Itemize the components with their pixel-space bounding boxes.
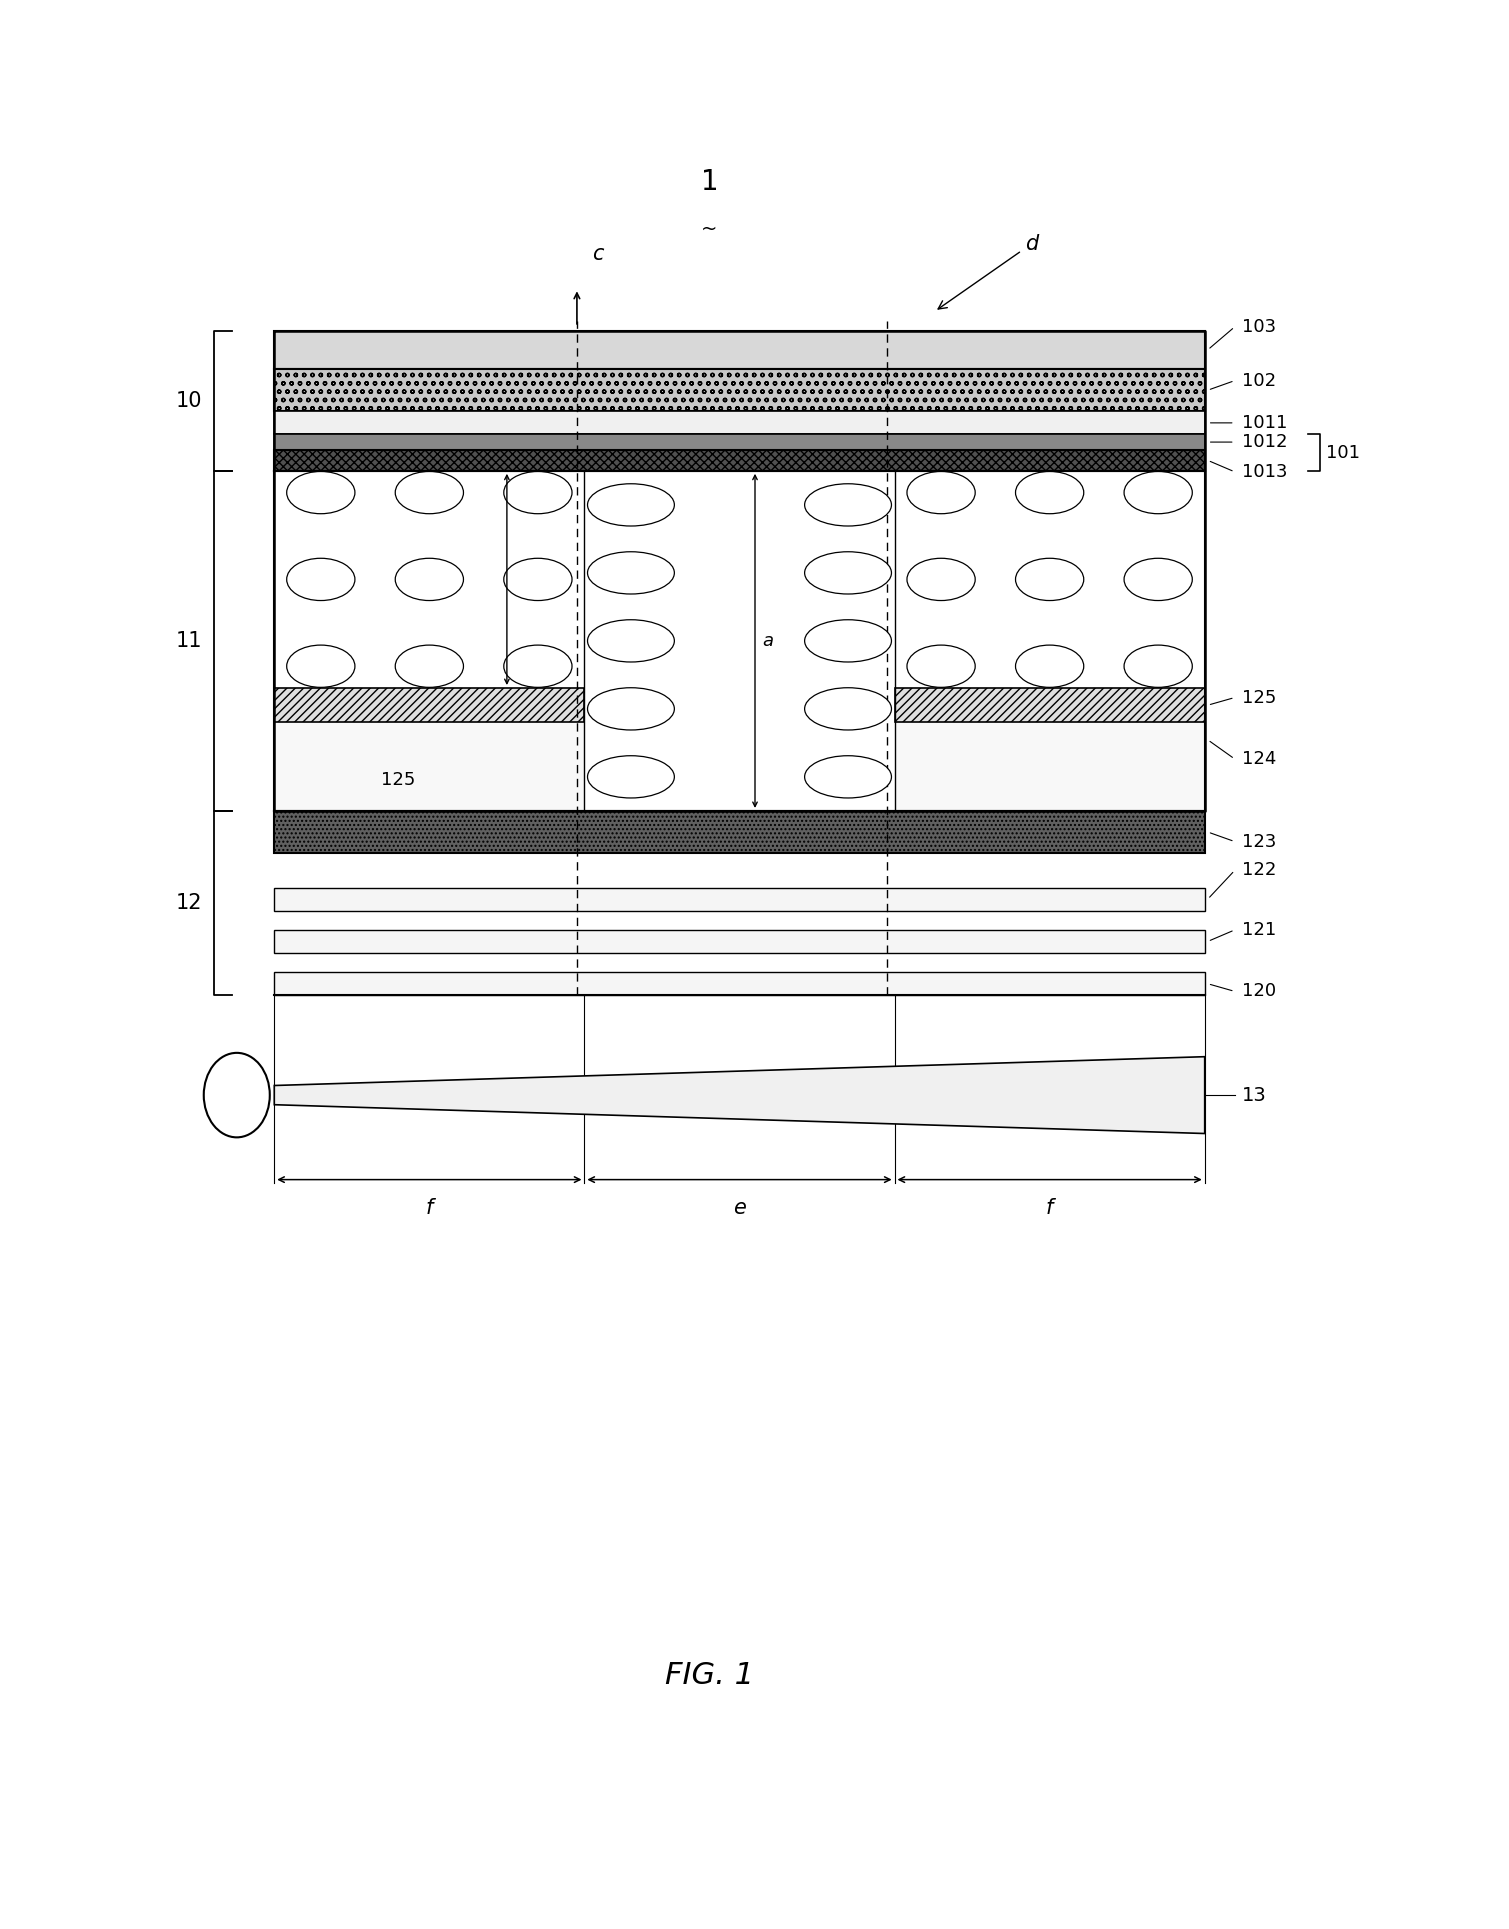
- Text: 11: 11: [175, 631, 202, 650]
- Bar: [275, 887, 1204, 910]
- Ellipse shape: [395, 644, 463, 687]
- Ellipse shape: [587, 552, 675, 594]
- Bar: [275, 368, 1204, 411]
- Bar: [895, 723, 1204, 810]
- Text: b: b: [515, 571, 525, 588]
- Ellipse shape: [907, 644, 975, 687]
- Ellipse shape: [1124, 644, 1192, 687]
- Text: 102: 102: [1242, 372, 1277, 390]
- Bar: [275, 723, 584, 810]
- Ellipse shape: [504, 471, 572, 513]
- Bar: [275, 434, 1204, 449]
- Text: c: c: [592, 243, 604, 264]
- Ellipse shape: [804, 689, 892, 729]
- Text: 125: 125: [1242, 689, 1277, 706]
- Ellipse shape: [587, 484, 675, 527]
- Ellipse shape: [587, 619, 675, 662]
- Text: 1011: 1011: [1242, 415, 1287, 432]
- Ellipse shape: [1016, 471, 1083, 513]
- Text: ~: ~: [702, 220, 718, 239]
- Ellipse shape: [1016, 644, 1083, 687]
- Circle shape: [204, 1053, 270, 1138]
- Text: a: a: [762, 633, 774, 650]
- Ellipse shape: [1124, 557, 1192, 600]
- Bar: [275, 930, 1204, 953]
- Ellipse shape: [587, 756, 675, 799]
- Text: 121: 121: [1242, 920, 1277, 939]
- Ellipse shape: [907, 471, 975, 513]
- Ellipse shape: [1124, 471, 1192, 513]
- Ellipse shape: [804, 756, 892, 799]
- Text: 12: 12: [175, 893, 202, 912]
- Text: f: f: [1046, 1198, 1053, 1219]
- Text: 1013: 1013: [1242, 463, 1287, 480]
- Text: 124: 124: [1242, 750, 1277, 768]
- Text: 10: 10: [175, 392, 202, 411]
- Text: FIG. 1: FIG. 1: [665, 1661, 754, 1690]
- Ellipse shape: [1016, 557, 1083, 600]
- Text: 101: 101: [1326, 444, 1360, 461]
- Bar: [275, 972, 1204, 995]
- Ellipse shape: [287, 557, 355, 600]
- Ellipse shape: [504, 557, 572, 600]
- Text: 13: 13: [1242, 1086, 1268, 1105]
- Bar: [275, 810, 1204, 853]
- Text: 122: 122: [1242, 862, 1277, 880]
- Bar: [275, 411, 1204, 434]
- Text: 103: 103: [1242, 318, 1277, 336]
- Ellipse shape: [395, 557, 463, 600]
- Ellipse shape: [287, 644, 355, 687]
- Bar: [275, 689, 584, 723]
- Bar: [275, 471, 1204, 810]
- Ellipse shape: [804, 619, 892, 662]
- Text: 125: 125: [382, 772, 415, 789]
- Ellipse shape: [907, 557, 975, 600]
- Ellipse shape: [804, 484, 892, 527]
- Text: e: e: [733, 1198, 745, 1219]
- Text: d: d: [939, 233, 1038, 309]
- Polygon shape: [275, 1057, 1204, 1134]
- Ellipse shape: [804, 552, 892, 594]
- Bar: [895, 689, 1204, 723]
- Bar: [275, 330, 1204, 368]
- Text: 123: 123: [1242, 833, 1277, 851]
- Bar: [275, 449, 1204, 471]
- Ellipse shape: [287, 471, 355, 513]
- Ellipse shape: [587, 689, 675, 729]
- Text: 1012: 1012: [1242, 434, 1287, 451]
- Text: 120: 120: [1242, 982, 1277, 1001]
- Ellipse shape: [395, 471, 463, 513]
- Text: f: f: [426, 1198, 433, 1219]
- Text: 1: 1: [700, 168, 718, 197]
- Ellipse shape: [504, 644, 572, 687]
